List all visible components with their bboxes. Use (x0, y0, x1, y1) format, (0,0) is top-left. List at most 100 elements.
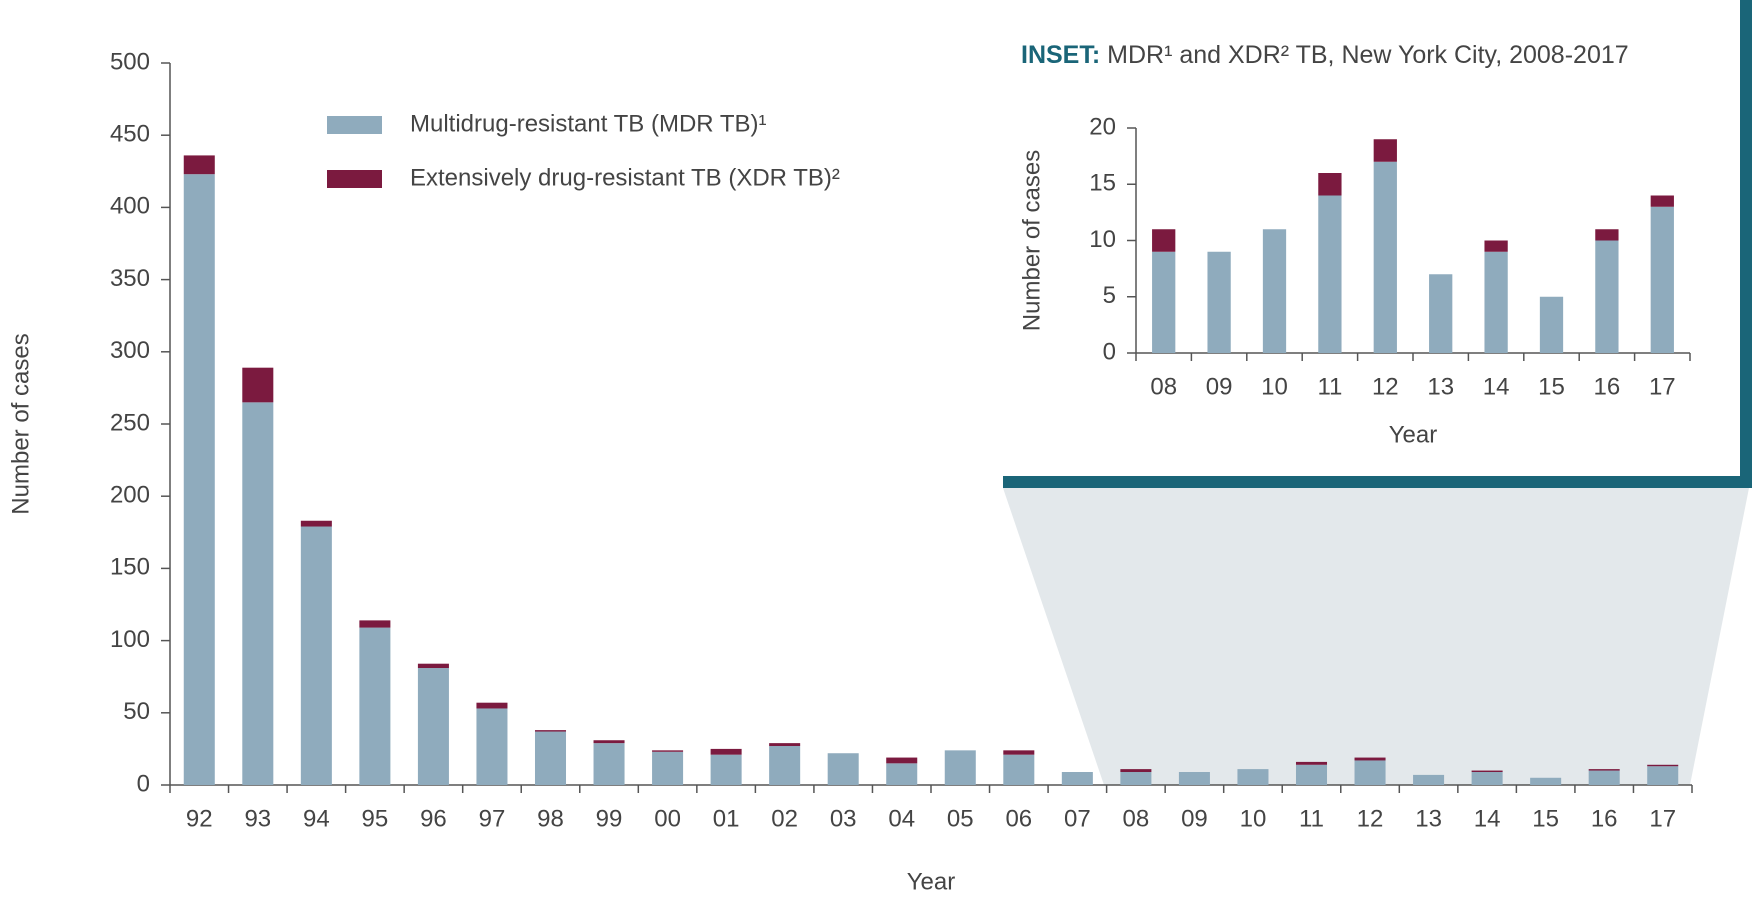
inset-title: INSET: MDR¹ and XDR² TB, New York City, … (1021, 41, 1629, 69)
x-tick-label: 95 (362, 805, 389, 832)
y-tick-label: 50 (123, 698, 150, 725)
bar-segment (1178, 772, 1210, 785)
x-tick-label: 15 (1532, 805, 1559, 832)
x-tick-label: 08 (1150, 373, 1177, 400)
bar-segment (1413, 774, 1445, 785)
bar-segment (1003, 754, 1035, 785)
bar-segment (1647, 764, 1679, 767)
x-tick-label: 07 (1064, 805, 1091, 832)
y-tick-label: 200 (110, 482, 150, 509)
legend-label: Multidrug-resistant TB (MDR TB)¹ (410, 110, 767, 137)
x-tick-label: 09 (1206, 373, 1233, 400)
bar-segment (1595, 240, 1619, 353)
bar-segment (1647, 766, 1679, 785)
x-tick-label: 10 (1240, 805, 1267, 832)
bar-segment (1003, 750, 1035, 755)
bar-segment (1471, 770, 1503, 773)
bar-segment (417, 663, 449, 669)
x-tick-label: 98 (537, 805, 564, 832)
bar-segment (1354, 757, 1386, 761)
x-axis-label: Year (907, 868, 956, 895)
bar-segment (944, 750, 976, 785)
bar-segment (1588, 769, 1620, 771)
legend-swatch (327, 170, 382, 188)
bar-segment (886, 763, 918, 785)
x-tick-label: 01 (713, 805, 740, 832)
legend-swatch (327, 116, 382, 134)
x-tick-label: 96 (420, 805, 447, 832)
bar-segment (1061, 772, 1093, 785)
bar-segment (1237, 769, 1269, 785)
y-tick-label: 0 (137, 770, 150, 797)
y-tick-label: 100 (110, 626, 150, 653)
y-tick-label: 150 (110, 554, 150, 581)
y-tick-label: 250 (110, 409, 150, 436)
x-tick-label: 10 (1261, 373, 1288, 400)
y-tick-label: 300 (110, 337, 150, 364)
x-tick-label: 13 (1427, 373, 1454, 400)
legend-label: Extensively drug-resistant TB (XDR TB)² (410, 164, 840, 191)
bar-segment (1207, 251, 1231, 353)
x-tick-label: 93 (244, 805, 271, 832)
x-tick-label: 97 (479, 805, 506, 832)
x-tick-label: 03 (830, 805, 857, 832)
x-tick-label: 16 (1591, 805, 1618, 832)
bar-segment (1152, 251, 1176, 353)
inset-title-text: MDR¹ and XDR² TB, New York City, 2008-20… (1107, 41, 1629, 69)
bar-segment (242, 402, 274, 785)
bar-segment (534, 730, 567, 732)
bar-segment (1484, 251, 1508, 353)
inset-frame (1003, 476, 1752, 488)
y-tick-label: 20 (1089, 113, 1116, 140)
bar-segment (300, 520, 332, 527)
y-tick-label: 10 (1089, 226, 1116, 253)
bar-segment (710, 754, 742, 785)
y-tick-label: 500 (110, 48, 150, 75)
bar-segment (1373, 139, 1397, 162)
bar-segment (1650, 206, 1674, 353)
bar-segment (183, 155, 215, 175)
x-tick-label: 12 (1357, 805, 1384, 832)
bar-segment (652, 750, 684, 752)
inset-frame (1740, 0, 1752, 488)
x-tick-label: 15 (1538, 373, 1565, 400)
bar-segment (1650, 195, 1674, 207)
bar-segment (710, 748, 742, 755)
x-tick-label: 08 (1123, 805, 1150, 832)
bar-segment (593, 740, 625, 744)
bar-segment (1295, 761, 1328, 765)
bar-segment (827, 753, 859, 785)
y-tick-label: 0 (1103, 338, 1116, 365)
bar-segment (1318, 195, 1342, 353)
bar-segment (769, 743, 801, 747)
bar-segment (1262, 229, 1287, 353)
bar-segment (476, 708, 508, 785)
x-tick-label: 04 (888, 805, 915, 832)
x-tick-label: 11 (1317, 373, 1342, 400)
bar-segment (652, 751, 684, 785)
x-tick-label: 02 (771, 805, 798, 832)
bar-segment (769, 746, 801, 785)
bar-segment (1539, 296, 1564, 353)
x-tick-label: 05 (947, 805, 974, 832)
x-tick-label: 09 (1181, 805, 1208, 832)
x-tick-label: 16 (1594, 373, 1621, 400)
x-tick-label: 17 (1649, 373, 1676, 400)
bar-segment (534, 731, 567, 785)
bar-segment (886, 757, 918, 764)
x-tick-label: 14 (1483, 373, 1510, 400)
y-tick-label: 5 (1103, 282, 1116, 309)
bar-segment (1120, 769, 1152, 773)
bar-segment (1354, 760, 1386, 785)
x-axis-label: Year (1389, 421, 1438, 448)
y-axis-label: Number of cases (7, 333, 34, 514)
bar-segment (359, 627, 391, 785)
y-axis-label: Number of cases (1018, 150, 1045, 331)
x-tick-label: 00 (654, 805, 681, 832)
x-tick-label: 94 (303, 805, 330, 832)
x-tick-label: 13 (1415, 805, 1442, 832)
bar-segment (1429, 274, 1453, 353)
x-tick-label: 11 (1299, 805, 1324, 832)
bar-segment (476, 702, 508, 709)
